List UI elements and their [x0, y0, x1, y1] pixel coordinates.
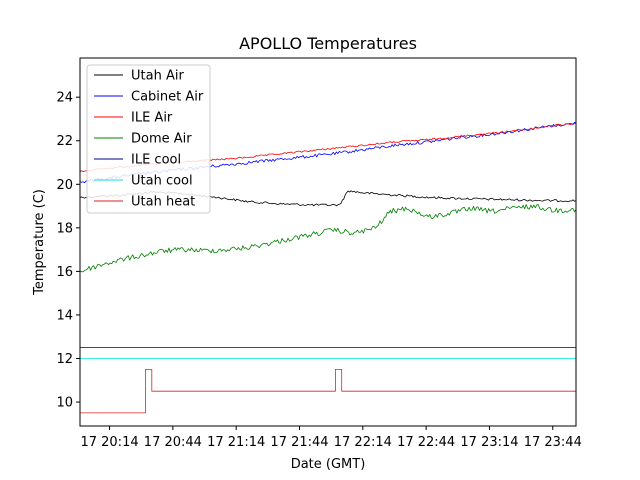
legend: Utah Air Cabinet Air ILE Air Dome Air ILE co…	[86, 64, 211, 214]
y-tick-label: 18	[56, 221, 73, 236]
legend-label: Utah cool	[131, 174, 193, 189]
legend-label: Utah heat	[131, 195, 195, 210]
legend-label: Dome Air	[131, 132, 192, 147]
y-tick-label: 16	[56, 265, 73, 280]
legend-label: Cabinet Air	[131, 90, 204, 105]
y-tick-label: 22	[56, 134, 73, 149]
legend-items: Utah Air Cabinet Air ILE Air Dome Air ILE co…	[94, 69, 204, 210]
x-tick-label: 17 23:14	[460, 435, 518, 450]
y-tick-label: 24	[56, 91, 73, 106]
legend-label: ILE cool	[131, 153, 181, 168]
y-tick-label: 10	[56, 396, 73, 411]
series-line-dome-air	[79, 204, 577, 273]
x-axis-label: Date (GMT)	[291, 457, 366, 472]
x-tick-label: 17 22:44	[397, 435, 455, 450]
legend-label: Utah Air	[131, 69, 184, 84]
x-tick-label: 17 21:44	[270, 435, 328, 450]
legend-box	[86, 64, 211, 214]
series-line-utah-heat	[80, 369, 576, 414]
y-tick-label: 14	[56, 308, 73, 323]
chart-title: APOLLO Temperatures	[239, 34, 417, 53]
x-tick-label: 17 23:44	[524, 435, 582, 450]
legend-label: ILE Air	[131, 111, 173, 126]
y-tick-label: 12	[56, 352, 73, 367]
x-tick-label: 17 21:14	[207, 435, 265, 450]
plot-frame	[79, 57, 577, 427]
y-axis-ticks: 10 12 14 16 18 20 22 24	[56, 91, 80, 411]
x-tick-label: 17 22:14	[334, 435, 392, 450]
y-axis-label: Temperature (C)	[32, 189, 47, 296]
x-tick-label: 17 20:44	[144, 435, 202, 450]
x-tick-label: 17 20:14	[80, 435, 138, 450]
y-tick-label: 20	[56, 178, 73, 193]
x-axis-ticks: 17 20:14 17 20:44 17 21:14 17 21:44 17 22:14…	[80, 426, 582, 450]
